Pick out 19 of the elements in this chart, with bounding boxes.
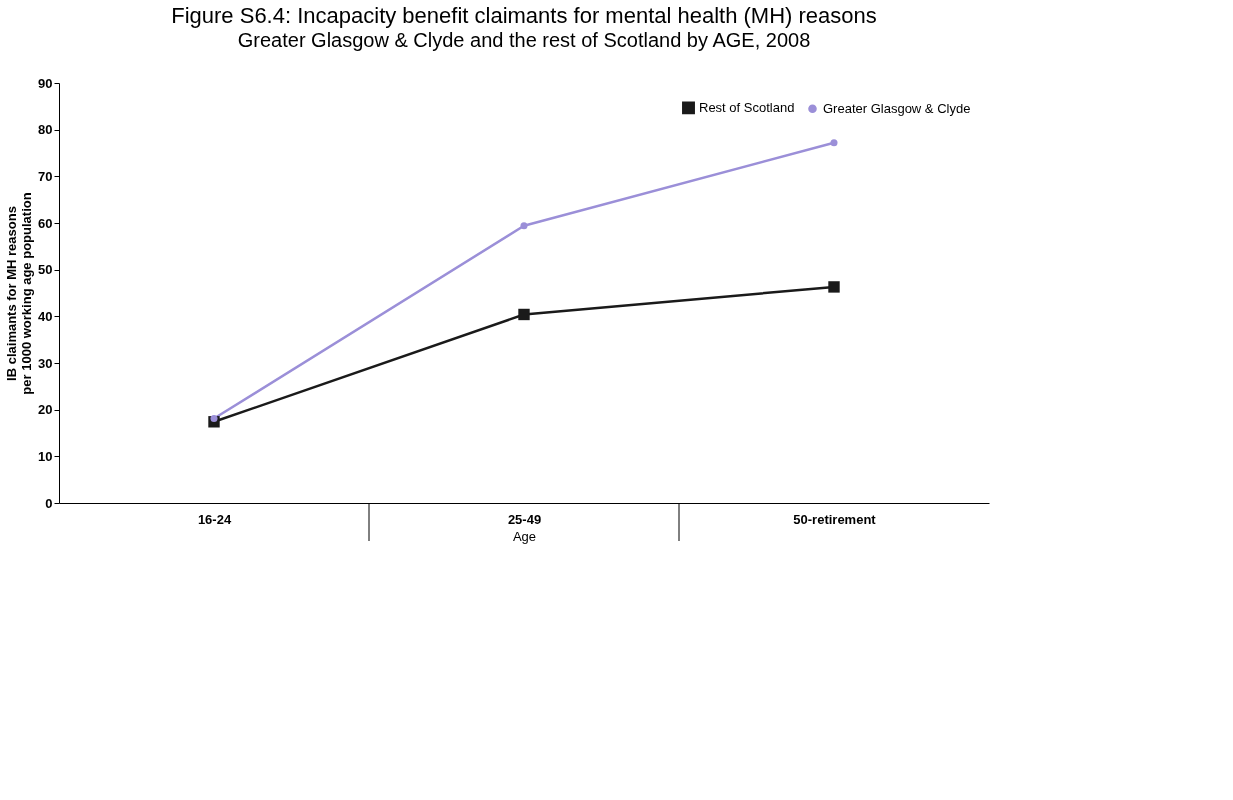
x-axis-title: Age xyxy=(512,528,537,544)
y-tick-label: 50 xyxy=(38,262,53,278)
y-axis-title: IB claimants for MH reasons per 1000 working age population xyxy=(4,192,35,395)
legend-label: Greater Glasgow & Clyde xyxy=(823,100,971,116)
y-tick-label: 70 xyxy=(38,168,53,184)
y-tick-label: 10 xyxy=(38,448,53,464)
y-tick-label: 90 xyxy=(38,75,53,91)
y-tick-label: 80 xyxy=(38,122,53,138)
legend-label: Rest of Scotland xyxy=(699,99,795,115)
x-tick-label: 16-24 xyxy=(197,511,232,527)
y-tick-label: 30 xyxy=(38,355,53,371)
x-tick-label: 25-49 xyxy=(507,511,542,527)
y-tick-label: 0 xyxy=(45,495,53,511)
y-tick-label: 60 xyxy=(38,215,53,231)
x-tick-label: 50-retirement xyxy=(793,511,877,527)
chart-subtitle: Greater Glasgow & Clyde and the rest of Scotland by AGE, 2008 xyxy=(237,29,811,51)
y-tick-label: 20 xyxy=(38,402,53,418)
y-tick-label: 40 xyxy=(38,308,53,324)
chart-title: Figure S6.4: Incapacity benefit claimants for mental health (MH) reasons xyxy=(171,3,877,28)
